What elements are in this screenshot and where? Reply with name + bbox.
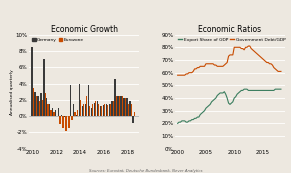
Bar xyxy=(86,96,87,116)
Export Share of GDP xyxy=(197,116,200,118)
Bar xyxy=(80,100,81,116)
Bar xyxy=(82,106,83,116)
Bar xyxy=(54,112,55,116)
Bar xyxy=(101,106,102,116)
Bar xyxy=(128,104,129,116)
Bar xyxy=(31,47,33,116)
Bar xyxy=(89,106,90,116)
Bar xyxy=(59,116,61,124)
Export Share of GDP xyxy=(279,88,283,90)
Bar xyxy=(95,102,96,116)
Bar xyxy=(119,96,120,116)
Line: Government Debt/GDP: Government Debt/GDP xyxy=(178,46,281,75)
Bar xyxy=(94,103,95,116)
Bar xyxy=(74,112,75,116)
Bar xyxy=(91,108,92,116)
Y-axis label: Annualised quarterly: Annualised quarterly xyxy=(10,69,13,115)
Bar xyxy=(70,85,71,116)
Bar xyxy=(37,96,39,116)
Bar xyxy=(100,106,101,116)
Bar xyxy=(65,116,67,131)
Bar xyxy=(117,96,119,116)
Bar xyxy=(76,115,77,116)
Export Share of GDP xyxy=(271,89,274,92)
Bar xyxy=(39,102,40,116)
Bar xyxy=(58,108,59,116)
Government Debt/GDP xyxy=(210,63,213,65)
Bar xyxy=(64,116,65,117)
Bar xyxy=(45,93,46,116)
Bar xyxy=(36,96,37,116)
Government Debt/GDP xyxy=(279,70,283,72)
Bar xyxy=(55,110,56,116)
Bar xyxy=(50,110,52,116)
Bar xyxy=(114,79,116,116)
Government Debt/GDP xyxy=(233,46,236,48)
Bar xyxy=(52,108,54,116)
Bar xyxy=(62,116,64,128)
Export Share of GDP xyxy=(233,97,236,99)
Bar xyxy=(85,104,86,116)
Bar xyxy=(134,112,135,116)
Government Debt/GDP xyxy=(271,64,274,66)
Bar xyxy=(46,98,47,116)
Title: Economic Ratios: Economic Ratios xyxy=(198,25,262,34)
Government Debt/GDP xyxy=(176,74,179,76)
Bar xyxy=(83,104,84,116)
Text: Sources: Eurostat, Deutsche Bundesbank, Never Analytics: Sources: Eurostat, Deutsche Bundesbank, … xyxy=(89,169,202,173)
Bar xyxy=(126,98,128,116)
Bar xyxy=(33,88,34,116)
Bar xyxy=(116,96,117,116)
Bar xyxy=(47,104,49,116)
Export Share of GDP xyxy=(176,122,179,124)
Bar xyxy=(129,102,131,116)
Export Share of GDP xyxy=(242,88,246,90)
Government Debt/GDP xyxy=(234,46,237,48)
Line: Export Share of GDP: Export Share of GDP xyxy=(178,89,281,123)
Title: Economic Growth: Economic Growth xyxy=(51,25,118,34)
Bar xyxy=(71,116,72,120)
Bar xyxy=(77,110,79,116)
Government Debt/GDP xyxy=(198,65,202,67)
Bar xyxy=(122,96,123,116)
Government Debt/GDP xyxy=(247,45,250,47)
Bar xyxy=(73,104,74,116)
Bar xyxy=(110,104,111,116)
Bar xyxy=(49,104,50,116)
Export Share of GDP xyxy=(210,101,213,103)
Bar xyxy=(68,116,70,128)
Bar xyxy=(111,102,113,116)
Bar xyxy=(61,115,62,116)
Legend: Germany, Eurozone: Germany, Eurozone xyxy=(31,37,85,43)
Bar xyxy=(79,84,80,116)
Bar xyxy=(98,104,99,116)
Bar xyxy=(123,98,125,116)
Export Share of GDP xyxy=(198,113,202,116)
Bar xyxy=(97,102,98,116)
Bar xyxy=(88,85,89,116)
Government Debt/GDP xyxy=(197,67,200,69)
Bar xyxy=(42,100,43,116)
Bar xyxy=(125,98,126,116)
Bar xyxy=(34,92,36,116)
Bar xyxy=(104,104,105,116)
Export Share of GDP xyxy=(234,96,237,98)
Bar xyxy=(102,105,104,116)
Bar xyxy=(109,104,110,116)
Bar xyxy=(120,96,122,116)
Bar xyxy=(43,59,45,116)
Bar xyxy=(40,93,42,116)
Bar xyxy=(113,102,114,116)
Bar xyxy=(132,116,134,123)
Legend: Export Share of GDP, Government Debt/GDP: Export Share of GDP, Government Debt/GDP xyxy=(177,37,286,43)
Bar xyxy=(92,104,93,116)
Bar xyxy=(107,105,108,116)
Bar xyxy=(131,104,132,116)
Bar xyxy=(106,104,107,116)
